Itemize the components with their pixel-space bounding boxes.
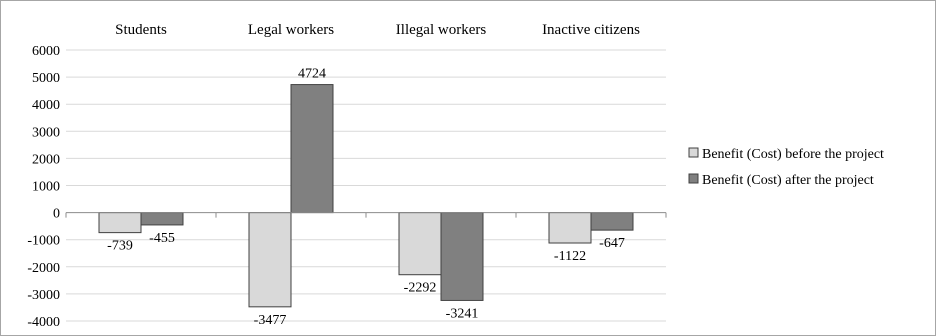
legend-swatch [688, 173, 699, 184]
y-tick-label: 2000 [32, 152, 60, 167]
legend-label: Benefit (Cost) after the project [702, 173, 874, 188]
y-tick-label: 3000 [32, 125, 60, 140]
bar [248, 212, 292, 308]
y-tick-label: 1000 [32, 180, 60, 195]
bar [98, 212, 142, 234]
data-label: -455 [149, 231, 175, 246]
y-tick-label: -1000 [27, 234, 60, 249]
y-tick-label: -3000 [27, 288, 60, 303]
bar [290, 84, 334, 214]
y-tick-label: 6000 [32, 44, 60, 59]
data-label: 4724 [298, 67, 326, 82]
y-tick-label: 0 [53, 207, 60, 222]
y-tick-label: -2000 [27, 261, 60, 276]
data-label: -1122 [554, 249, 586, 264]
bar [548, 212, 592, 244]
category-label: Students [115, 22, 167, 38]
category-label: Legal workers [248, 22, 334, 38]
data-label: -647 [599, 236, 625, 251]
data-label: -2292 [404, 281, 437, 296]
bar [590, 212, 634, 231]
category-label: Illegal workers [396, 22, 487, 38]
y-tick-label: -4000 [27, 315, 60, 330]
legend-label: Benefit (Cost) before the project [702, 147, 884, 162]
data-label: -3241 [446, 306, 479, 321]
bar [440, 212, 484, 301]
category-label: Inactive citizens [542, 22, 640, 38]
data-label: -3477 [254, 313, 287, 328]
bar [140, 212, 184, 226]
bar [398, 212, 442, 276]
legend-swatch [688, 147, 699, 158]
y-tick-label: 4000 [32, 98, 60, 113]
data-label: -739 [107, 239, 133, 254]
y-tick-label: 5000 [32, 71, 60, 86]
